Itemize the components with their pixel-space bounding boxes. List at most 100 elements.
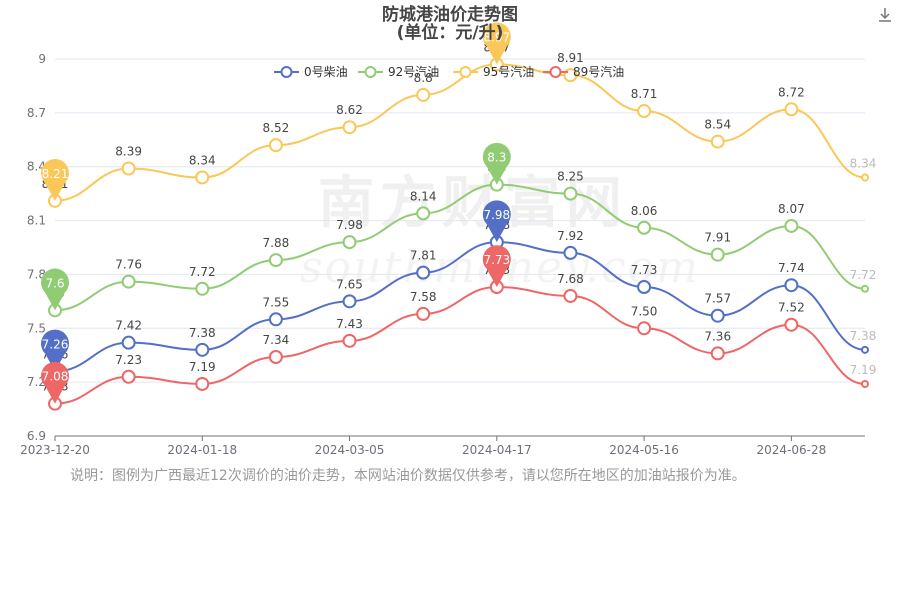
legend-item-0[interactable]: 0号柴油: [274, 65, 348, 79]
data-point[interactable]: [637, 220, 652, 235]
legend-item-2[interactable]: 95号汽油: [453, 64, 534, 79]
x-tick-label: 2024-04-17: [462, 443, 532, 457]
pin-max-label: 7.73: [483, 253, 510, 267]
data-label: 7.68: [557, 272, 584, 286]
data-label: 8.06: [631, 204, 658, 218]
data-label: 7.92: [557, 229, 584, 243]
data-label: 8.8: [414, 71, 433, 85]
data-point[interactable]: [784, 317, 799, 332]
data-label: 8.91: [557, 51, 584, 65]
data-point[interactable]: [342, 120, 357, 135]
data-label: 8.34: [189, 153, 216, 167]
pin-min-label: 7.6: [45, 276, 64, 290]
data-point[interactable]: [563, 288, 578, 303]
data-label: 7.57: [704, 292, 731, 306]
data-point[interactable]: [710, 134, 725, 149]
data-point[interactable]: [121, 274, 136, 289]
data-label: 7.55: [263, 295, 290, 309]
legend-label: 92号汽油: [388, 64, 439, 79]
data-point[interactable]: [784, 102, 799, 117]
data-point[interactable]: [710, 247, 725, 262]
legend-label: 0号柴油: [304, 65, 348, 79]
data-point[interactable]: [195, 376, 210, 391]
data-point[interactable]: [710, 308, 725, 323]
pin-max-label: 8.97: [483, 30, 510, 44]
data-point[interactable]: [861, 173, 869, 182]
x-tick-label: 2023-12-20: [20, 443, 90, 457]
data-point[interactable]: [637, 321, 652, 336]
data-point[interactable]: [861, 284, 869, 293]
data-label: 7.76: [115, 258, 142, 272]
pin-min: [41, 159, 69, 201]
legend-label: 89号汽油: [573, 64, 624, 79]
chart-subtitle: (单位：元/升): [397, 22, 504, 43]
legend-item-1[interactable]: 92号汽油: [358, 64, 439, 79]
data-point[interactable]: [861, 345, 869, 354]
y-tick-label: 8.7: [27, 106, 46, 120]
data-point[interactable]: [416, 87, 431, 102]
series: [48, 57, 869, 411]
data-point[interactable]: [861, 379, 869, 388]
pin-max: [482, 200, 511, 243]
data-point[interactable]: [342, 235, 357, 250]
data-point[interactable]: [637, 104, 652, 119]
download-icon[interactable]: [876, 6, 894, 24]
data-point[interactable]: [342, 294, 357, 309]
series-line-89-3: [54, 285, 866, 405]
data-label: 7.23: [115, 353, 142, 367]
pin-max-label: 8.3: [487, 151, 506, 165]
data-point[interactable]: [784, 218, 799, 233]
data-point[interactable]: [710, 346, 725, 361]
data-label: 7.50: [631, 304, 658, 318]
pin-max: [482, 22, 511, 65]
data-point[interactable]: [563, 186, 578, 201]
data-point[interactable]: [121, 369, 136, 384]
data-point[interactable]: [784, 278, 799, 293]
data-point[interactable]: [416, 206, 431, 221]
data-label: 7.58: [410, 290, 437, 304]
markers: 7.26 7.98 7.6 8.3 8.21 8.97 7.08 7.73: [41, 22, 511, 404]
data-label: 8.34: [850, 156, 877, 170]
y-tick-label: 7.2: [27, 375, 46, 389]
legend[interactable]: 0号柴油 92号汽油 95号汽油 89号汽油: [274, 64, 624, 79]
data-label: 7.42: [115, 319, 142, 333]
pin-max-label: 7.98: [483, 208, 510, 222]
data-label: 7.38: [189, 326, 216, 340]
data-point[interactable]: [268, 253, 283, 268]
data-label: 8.71: [631, 87, 658, 101]
data-point[interactable]: [268, 312, 283, 327]
data-label: 8.07: [778, 202, 805, 216]
legend-item-3[interactable]: 89号汽油: [543, 64, 624, 79]
legend-marker: [549, 66, 562, 78]
data-point[interactable]: [416, 306, 431, 321]
legend-marker: [280, 66, 293, 78]
data-point[interactable]: [416, 265, 431, 280]
data-label: 8.52: [263, 121, 290, 135]
data-point[interactable]: [563, 245, 578, 260]
data-point[interactable]: [195, 281, 210, 296]
y-tick-label: 6.9: [27, 429, 46, 443]
data-point[interactable]: [195, 170, 210, 185]
data-label: 7.98: [336, 218, 363, 232]
data-point[interactable]: [121, 335, 136, 350]
x-tick-label: 2024-03-05: [315, 443, 385, 457]
data-point[interactable]: [637, 279, 652, 294]
data-label: 7.74: [778, 261, 805, 275]
data-label: 7.19: [850, 363, 877, 377]
data-point[interactable]: [268, 350, 283, 365]
legend-label: 95号汽油: [483, 64, 534, 79]
data-label: 7.34: [263, 333, 290, 347]
data-point[interactable]: [195, 342, 210, 357]
data-label: 7.65: [336, 277, 363, 291]
data-point[interactable]: [121, 161, 136, 176]
y-tick-label: 8.1: [27, 214, 46, 228]
data-point[interactable]: [342, 333, 357, 348]
data-point[interactable]: [268, 138, 283, 153]
data-label: 7.52: [778, 301, 805, 315]
pin-max: [482, 245, 511, 287]
data-label: 7.73: [631, 263, 658, 277]
y-tick-label: 7.8: [27, 267, 46, 281]
chart-title: 防城港油价走势图: [382, 4, 518, 25]
pin-min-label: 8.21: [42, 167, 69, 181]
